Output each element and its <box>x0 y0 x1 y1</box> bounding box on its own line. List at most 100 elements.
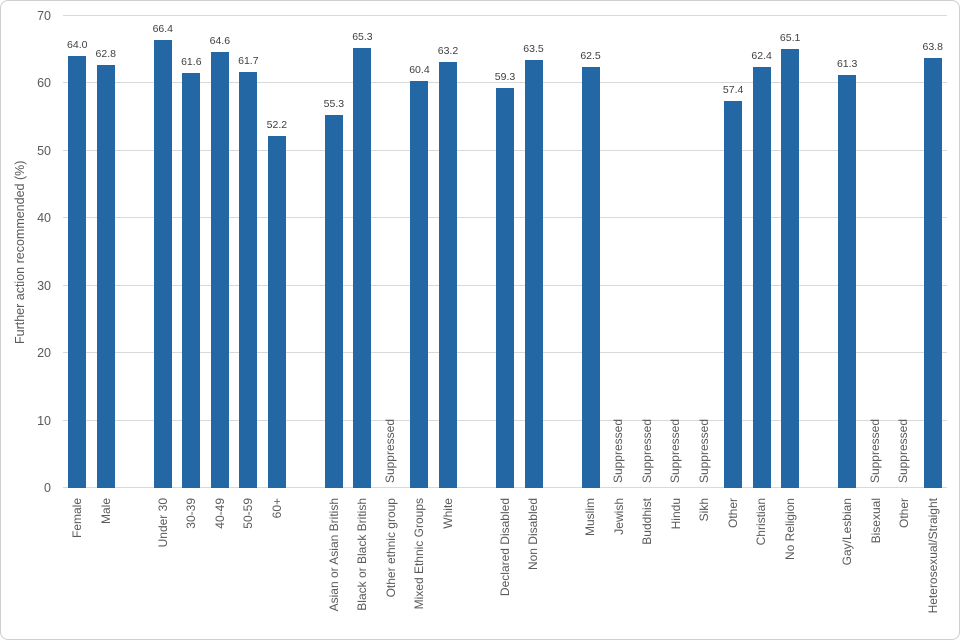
x-axis-label: Sikh <box>697 498 712 522</box>
x-label-slot: 60+ <box>263 498 292 638</box>
x-label-slot <box>291 498 320 638</box>
x-axis-label: Black or Black British <box>355 498 370 611</box>
bar-value-label: 55.3 <box>323 98 345 111</box>
bar-value-label: 66.4 <box>152 23 174 36</box>
bar <box>838 74 857 488</box>
bar <box>68 56 87 488</box>
bar-slot: 62.5 <box>576 16 605 488</box>
x-axis-label: Female <box>70 498 85 539</box>
bar-value-label: 63.2 <box>437 44 459 57</box>
bar-slot: 65.3 <box>348 16 377 488</box>
bar-slots: 64.0 62.8 66.4 61.6 64.6 61.7 52.2 55.3 65.3 Supp… <box>63 16 947 488</box>
y-tick-label: 10 <box>37 413 51 428</box>
bar-slot: Suppressed <box>890 16 919 488</box>
y-tick-label: 20 <box>37 346 51 361</box>
spacer-slot <box>120 16 149 488</box>
x-label-slot: Mixed Ethnic Groups <box>405 498 434 638</box>
x-axis-label: 50-59 <box>241 498 256 529</box>
x-axis-label: Hindu <box>668 498 683 530</box>
x-label-slot: Male <box>92 498 121 638</box>
x-label-slot: Black or Black British <box>348 498 377 638</box>
y-tick-label: 60 <box>37 76 51 91</box>
x-label-slot: Christian <box>747 498 776 638</box>
bar-slot: Suppressed <box>605 16 634 488</box>
plot-area: 64.0 62.8 66.4 61.6 64.6 61.7 52.2 55.3 65.3 Supp… <box>63 15 947 488</box>
x-axis-label: 60+ <box>269 498 284 519</box>
x-axis-label: 40-49 <box>212 498 227 529</box>
x-axis-label: Other <box>897 498 912 529</box>
bar-value-label: 61.3 <box>836 57 858 70</box>
bar-value-label: 62.4 <box>751 50 772 63</box>
x-label-slot: Other <box>890 498 919 638</box>
x-axis-label: Buddhist <box>640 498 655 545</box>
x-label-slot: Buddhist <box>633 498 662 638</box>
bar-value-label: 59.3 <box>494 71 516 84</box>
bar <box>524 59 543 488</box>
suppressed-label: Suppressed <box>383 418 398 483</box>
bar-value-label: 64.6 <box>209 35 231 48</box>
bar <box>267 136 286 488</box>
x-label-slot: Other <box>719 498 748 638</box>
bar-slot: 60.4 <box>405 16 434 488</box>
bar-slot: 65.1 <box>776 16 805 488</box>
bar-slot: 64.0 <box>63 16 92 488</box>
bar-value-label: 60.4 <box>409 63 430 76</box>
x-label-slot: Heterosexual/Straight <box>918 498 947 638</box>
x-label-slot: 30-39 <box>177 498 206 638</box>
x-label-slot <box>804 498 833 638</box>
x-axis-labels: Female Male Under 30 30-39 40-49 50-59 60+ Asia… <box>63 498 947 638</box>
x-label-slot: Sikh <box>690 498 719 638</box>
bar-slot: 62.4 <box>747 16 776 488</box>
bar-value-label: 63.5 <box>523 42 544 55</box>
bar-slot: 63.2 <box>434 16 463 488</box>
bar-slot: 62.8 <box>92 16 121 488</box>
x-label-slot: Muslim <box>576 498 605 638</box>
bar-slot: 57.4 <box>719 16 748 488</box>
x-label-slot <box>548 498 577 638</box>
x-axis-label: Declared Disabled <box>497 498 512 597</box>
x-label-slot: Female <box>63 498 92 638</box>
x-axis-label: Non Disabled <box>526 498 541 571</box>
bar <box>210 52 229 488</box>
bar <box>581 66 600 488</box>
suppressed-label: Suppressed <box>696 418 711 483</box>
x-axis-label: White <box>440 498 455 529</box>
x-axis-label: No Religion <box>782 498 797 561</box>
bar-slot: 59.3 <box>491 16 520 488</box>
bar-value-label: 65.3 <box>352 30 373 43</box>
x-label-slot: 40-49 <box>206 498 235 638</box>
bar <box>752 67 771 488</box>
bar <box>324 115 343 488</box>
bar-value-label: 64.0 <box>67 39 88 52</box>
y-tick-label: 0 <box>44 481 51 495</box>
suppressed-label: Suppressed <box>611 418 626 483</box>
x-axis-label: Heterosexual/Straight <box>925 498 940 614</box>
bar <box>96 64 115 488</box>
x-label-slot: Hindu <box>662 498 691 638</box>
y-tick-label: 30 <box>37 278 51 293</box>
bar-slot: Suppressed <box>633 16 662 488</box>
bar-slot: Suppressed <box>690 16 719 488</box>
spacer-slot <box>462 16 491 488</box>
suppressed-label: Suppressed <box>867 418 882 483</box>
x-label-slot: No Religion <box>776 498 805 638</box>
x-axis-label: Jewish <box>611 498 626 535</box>
bar <box>495 88 514 488</box>
x-axis-label: Christian <box>754 498 769 546</box>
x-axis-label: Male <box>98 498 113 525</box>
x-axis-label: Under 30 <box>155 498 170 548</box>
bar-slot: Suppressed <box>377 16 406 488</box>
x-label-slot: Gay/Lesbian <box>833 498 862 638</box>
bar-slot: Suppressed <box>861 16 890 488</box>
x-axis-label: Bisexual <box>868 498 883 544</box>
bar <box>182 72 201 488</box>
x-label-slot <box>462 498 491 638</box>
x-label-slot <box>120 498 149 638</box>
y-tick-label: 70 <box>37 9 51 23</box>
bar <box>410 80 429 488</box>
spacer-slot <box>804 16 833 488</box>
bar-value-label: 63.8 <box>922 40 943 53</box>
bar-value-label: 61.7 <box>238 54 259 67</box>
x-label-slot: Non Disabled <box>519 498 548 638</box>
